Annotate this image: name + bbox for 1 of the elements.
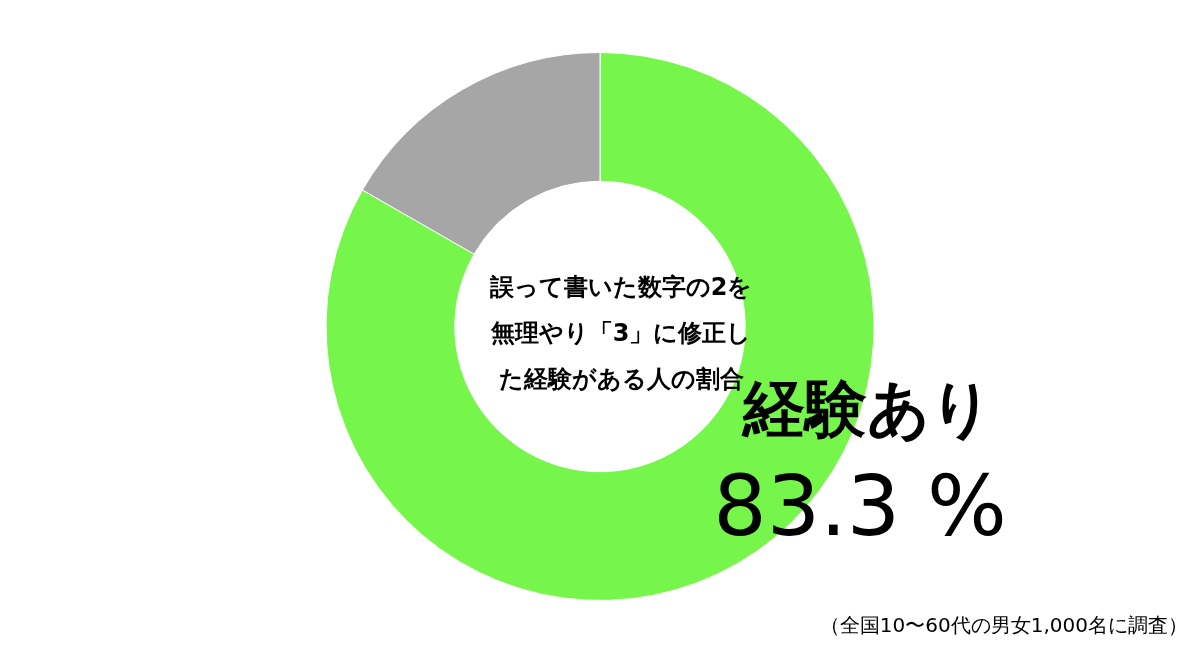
text: （全国10〜60代の男女1,000名に調査）	[819, 613, 1188, 638]
